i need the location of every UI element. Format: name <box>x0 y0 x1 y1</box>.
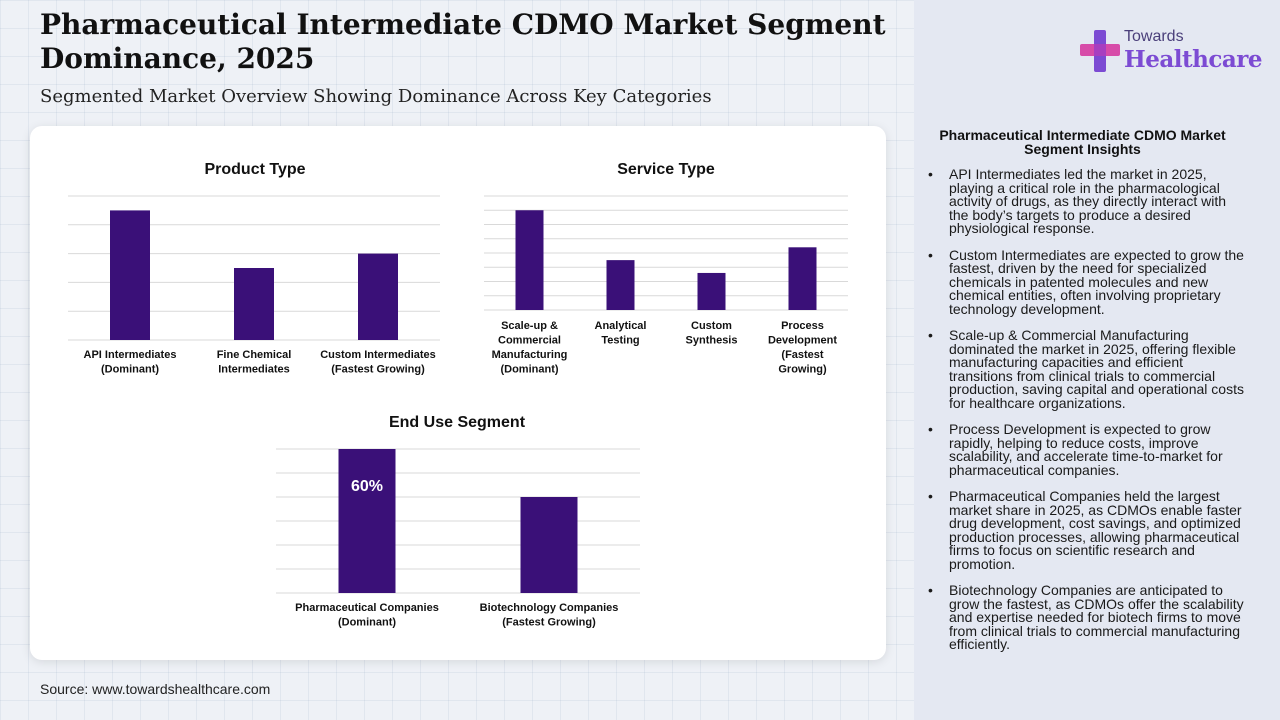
bar <box>697 272 726 310</box>
tick-label: Scale-up & Commercial Manufacturing (Domina… <box>492 320 568 376</box>
tick-label: Custom Synthesis <box>686 320 738 347</box>
insight-text: Custom Intermediates are expected to gro… <box>949 246 1244 317</box>
chart-card: Product Type API Intermediates (Dominant) F… <box>30 126 886 660</box>
bar <box>358 253 398 340</box>
data-label: 60% <box>351 478 383 495</box>
chart-title: Service Type <box>617 161 715 178</box>
insight-item: • API Intermediates led the market in 202… <box>928 166 1246 236</box>
logo-cross-icon <box>1080 30 1120 72</box>
page-title: Pharmaceutical Intermediate CDMO Market … <box>40 8 886 75</box>
logo: Towards Healthcare <box>1080 28 1263 78</box>
charts-svg: Product Type API Intermediates (Dominant) F… <box>68 161 848 629</box>
chart-title: End Use Segment <box>389 414 526 431</box>
insight-text: Process Development is expected to grow … <box>949 421 1223 478</box>
bullet-icon: • <box>928 488 933 504</box>
insights-title: Pharmaceutical Intermediate CDMO Market … <box>939 127 1226 157</box>
source-note: Source: www.towardshealthcare.com <box>40 681 271 697</box>
tick-label: API Intermediates (Dominant) <box>84 349 177 376</box>
insight-item: • Biotechnology Companies are anticipated… <box>928 582 1246 652</box>
insight-text: Scale-up & Commercial Manufacturing domi… <box>949 327 1244 411</box>
bullet-icon: • <box>928 246 933 263</box>
tick-label: Biotechnology Companies (Fastest Growing) <box>480 602 619 629</box>
bar <box>110 210 150 340</box>
bar <box>515 210 544 310</box>
logo-text-big: Healthcare <box>1124 46 1263 73</box>
insight-item: • Custom Intermediates are expected to gr… <box>928 246 1246 317</box>
bar <box>606 260 635 310</box>
bar <box>788 247 817 310</box>
tick-label: Custom Intermediates (Fastest Growing) <box>320 349 436 376</box>
tick-label: Process Development (Fastest Growing) <box>768 320 837 376</box>
insight-item: • Process Development is expected to grow… <box>928 421 1246 478</box>
tick-label: Fine Chemical Intermediates <box>217 349 292 376</box>
bar <box>234 268 274 340</box>
insight-item: • Pharmaceutical Companies held the large… <box>928 488 1246 572</box>
bar <box>338 449 396 593</box>
bullet-icon: • <box>928 166 933 182</box>
insight-text: Biotechnology Companies are anticipated … <box>949 582 1244 652</box>
insights-panel <box>914 0 1280 720</box>
bullet-icon: • <box>928 327 933 343</box>
bar <box>520 497 578 593</box>
tick-label: Analytical Testing <box>595 320 647 347</box>
logo-text-small: Towards <box>1124 28 1184 45</box>
bullet-icon: • <box>928 421 933 437</box>
insight-item: • Scale-up & Commercial Manufacturing dom… <box>928 327 1246 411</box>
insight-text: API Intermediates led the market in 2025… <box>949 166 1226 236</box>
insights-list: • API Intermediates led the market in 202… <box>928 166 1246 665</box>
tick-label: Pharmaceutical Companies (Dominant) <box>295 602 439 629</box>
page-subtitle: Segmented Market Overview Showing Domina… <box>40 86 712 107</box>
insight-text: Pharmaceutical Companies held the larges… <box>949 488 1242 572</box>
chart-title: Product Type <box>204 161 305 178</box>
bullet-icon: • <box>928 582 933 598</box>
